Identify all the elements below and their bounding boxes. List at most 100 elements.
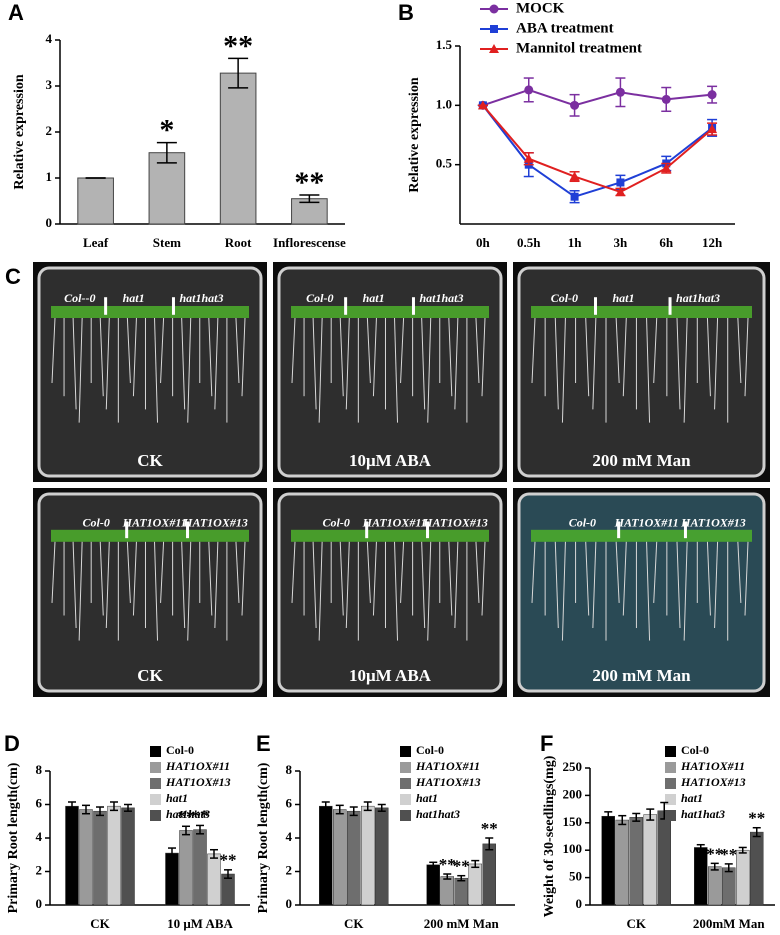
- legend-swatch: [150, 746, 161, 757]
- series-line: [482, 88, 713, 107]
- x-tick-label: Leaf: [83, 235, 109, 250]
- significance-label: **: [294, 166, 324, 199]
- x-tick-label: Inflorescense: [273, 235, 346, 250]
- legend-swatch: [400, 794, 411, 805]
- y-tick-label: 1: [46, 169, 53, 184]
- root: [160, 317, 165, 384]
- root: [706, 317, 711, 397]
- genotype-label: hat1hat3: [179, 291, 223, 305]
- bar: [333, 809, 347, 906]
- legend-label: MOCK: [516, 0, 565, 16]
- point: [569, 171, 580, 181]
- seedlings: [291, 529, 489, 542]
- legend-swatch: [400, 810, 411, 821]
- significance-label: *: [159, 113, 174, 146]
- legend-swatch: [665, 794, 676, 805]
- legend-swatch: [665, 762, 676, 773]
- legend-marker: [489, 4, 499, 14]
- plate: [37, 266, 263, 478]
- y-tick-label: 2: [286, 862, 293, 877]
- treatment-label: CK: [137, 666, 163, 685]
- root: [744, 317, 749, 397]
- root: [592, 541, 597, 629]
- legend-label: Mannitol treatment: [516, 40, 642, 56]
- root: [51, 317, 56, 384]
- root: [481, 541, 486, 616]
- root: [454, 541, 459, 629]
- x-tick-label: 1h: [568, 235, 583, 250]
- root: [653, 541, 658, 603]
- legend-label: hat1hat3: [681, 807, 725, 821]
- bar: [750, 831, 764, 906]
- root: [646, 317, 651, 423]
- root: [372, 317, 377, 397]
- root: [235, 317, 240, 384]
- y-tick-label: 4: [286, 829, 293, 844]
- root: [683, 317, 688, 423]
- y-tick-label: 3: [46, 77, 53, 92]
- root: [366, 541, 371, 603]
- root: [345, 317, 350, 410]
- bar: [440, 876, 454, 906]
- bar: [375, 807, 389, 906]
- root: [99, 541, 104, 616]
- genotype-label: Col-0: [306, 291, 333, 305]
- y-axis-label: Weight of 30-seedlings(mg): [542, 755, 557, 917]
- x-tick-label: CK: [344, 916, 364, 931]
- root: [481, 317, 486, 397]
- root: [208, 541, 213, 616]
- root: [427, 317, 432, 423]
- legend-swatch: [150, 762, 161, 773]
- root: [339, 317, 344, 397]
- root: [394, 541, 399, 641]
- legend-label: HAT1OX#13: [415, 775, 481, 789]
- genotype-label: Col--0: [64, 291, 95, 305]
- root: [241, 317, 246, 397]
- genotype-label: hat1: [613, 291, 635, 305]
- root: [421, 317, 426, 410]
- legend-swatch: [150, 810, 161, 821]
- x-tick-label: 200 mM Man: [424, 916, 500, 931]
- root: [531, 317, 536, 384]
- legend-swatch: [150, 778, 161, 789]
- significance-label: **: [481, 819, 498, 838]
- root: [400, 541, 405, 603]
- treatment-label: 200 mM Man: [592, 451, 691, 470]
- y-tick-label: 4: [46, 31, 53, 46]
- bar: [722, 867, 736, 906]
- plate: [517, 266, 766, 478]
- legend-swatch: [665, 810, 676, 821]
- treatment-label: 10μM ABA: [349, 666, 432, 685]
- bar: [468, 863, 482, 906]
- bar: [165, 852, 179, 906]
- y-tick-label: 6: [36, 795, 43, 810]
- x-tick-label: Stem: [153, 235, 181, 250]
- root: [214, 541, 219, 629]
- bar: [93, 810, 107, 906]
- root: [531, 541, 536, 603]
- root: [372, 541, 377, 616]
- y-tick-label: 2: [46, 123, 53, 138]
- bar: [615, 819, 629, 906]
- root: [554, 541, 559, 629]
- bar: [121, 807, 135, 906]
- x-tick-label: 3h: [614, 235, 629, 250]
- bar: [79, 809, 93, 906]
- plate: [37, 492, 263, 693]
- panel-label: A: [8, 0, 24, 25]
- treatment-label: 10μM ABA: [349, 451, 432, 470]
- genotype-label: hat1: [123, 291, 145, 305]
- root: [561, 541, 566, 641]
- significance-label: **: [706, 844, 723, 863]
- bar: [482, 843, 496, 906]
- panel-label: E: [256, 731, 271, 756]
- point: [616, 178, 625, 187]
- legend-swatch: [400, 762, 411, 773]
- genotype-label: Col-0: [83, 515, 110, 529]
- bar: [179, 830, 193, 906]
- legend-label: Col-0: [166, 743, 194, 757]
- y-axis-label: Relative expression: [12, 74, 27, 189]
- root: [646, 541, 651, 641]
- root: [132, 317, 137, 397]
- point: [661, 163, 672, 173]
